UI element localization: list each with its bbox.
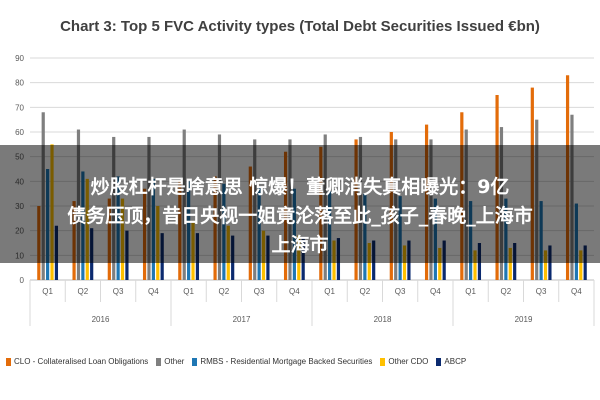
x-tick-label: Q1 xyxy=(42,287,53,296)
chart-title: Chart 3: Top 5 FVC Activity types (Total… xyxy=(60,18,540,35)
y-tick-label: 0 xyxy=(20,276,25,285)
x-tick-label: Q3 xyxy=(536,287,547,296)
legend-item: ABCP xyxy=(436,357,466,366)
legend-swatch xyxy=(192,357,198,366)
x-tick-label: Q4 xyxy=(289,287,300,296)
legend-swatch xyxy=(436,357,442,366)
x-tick-label: Q4 xyxy=(148,287,159,296)
legend-item: Other CDO xyxy=(380,357,428,366)
bar xyxy=(438,247,442,280)
legend-item: RMBS - Residential Mortgage Backed Secur… xyxy=(192,357,372,366)
y-tick-label: 70 xyxy=(15,103,24,112)
x-tick-label: Q4 xyxy=(571,287,582,296)
y-tick-label: 60 xyxy=(15,128,24,137)
legend-item: CLO - Collateralised Loan Obligations xyxy=(6,357,148,366)
caption-line-2: 债务压顶，昔日央视一姐竟沦落至此_孩子_春晚_上海市 xyxy=(67,205,533,227)
legend-swatch xyxy=(6,357,11,366)
bar xyxy=(543,250,548,280)
x-tick-label: Q1 xyxy=(183,287,194,296)
y-tick-label: 90 xyxy=(15,54,24,63)
year-label: 2018 xyxy=(374,315,392,324)
bar xyxy=(579,250,583,280)
year-label: 2016 xyxy=(92,315,110,324)
bar xyxy=(508,247,512,280)
legend-label: Other xyxy=(164,357,185,366)
x-tick-label: Q3 xyxy=(113,287,124,296)
caption-line-1: 炒股杠杆是啥意思 惊爆！董卿消失真相曝光：9亿 xyxy=(90,176,510,198)
caption-overlay xyxy=(0,145,600,263)
x-tick-label: Q2 xyxy=(501,287,512,296)
legend-swatch xyxy=(380,357,386,366)
x-tick-label: Q2 xyxy=(219,287,230,296)
legend-label: Other CDO xyxy=(388,357,429,366)
x-tick-label: Q3 xyxy=(395,287,406,296)
x-tick-label: Q1 xyxy=(465,287,476,296)
legend-swatch xyxy=(156,357,162,366)
legend-label: CLO - Collateralised Loan Obligations xyxy=(14,357,149,366)
x-tick-label: Q4 xyxy=(430,287,441,296)
y-tick-label: 80 xyxy=(15,79,24,88)
x-tick-label: Q1 xyxy=(324,287,335,296)
year-label: 2017 xyxy=(233,315,251,324)
bar xyxy=(473,250,477,280)
caption-line-3: 上海市 xyxy=(271,234,329,256)
x-tick-label: Q2 xyxy=(78,287,89,296)
x-tick-label: Q3 xyxy=(254,287,265,296)
legend-label: RMBS - Residential Mortgage Backed Secur… xyxy=(200,357,373,366)
chart-legend: CLO - Collateralised Loan Obligations Oth… xyxy=(6,357,596,366)
legend-label: ABCP xyxy=(444,357,467,366)
legend-item: Other xyxy=(156,357,184,366)
x-tick-label: Q2 xyxy=(360,287,371,296)
year-label: 2019 xyxy=(515,315,533,324)
